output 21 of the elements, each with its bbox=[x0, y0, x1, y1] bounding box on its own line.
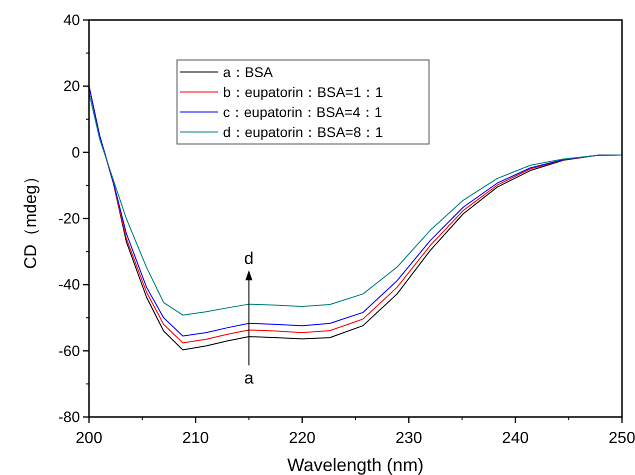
y-tick-label: 40 bbox=[63, 12, 80, 29]
x-tick-label: 220 bbox=[288, 430, 316, 447]
y-tick-label: -80 bbox=[58, 409, 80, 426]
x-tick-label: 240 bbox=[502, 430, 529, 447]
x-tick-label: 210 bbox=[182, 430, 210, 447]
legend-label: c：eupatorin：BSA=4：1 bbox=[223, 104, 382, 120]
y-tick-label: -60 bbox=[58, 342, 80, 360]
y-axis-title: CD（mdeg） bbox=[21, 168, 40, 270]
legend-label: b：eupatorin：BSA=1：1 bbox=[223, 84, 384, 100]
y-tick-label: -40 bbox=[58, 276, 80, 294]
x-tick-label: 200 bbox=[76, 430, 102, 447]
annotation: a bbox=[244, 368, 254, 388]
legend-label: d：eupatorin：BSA=8：1 bbox=[223, 124, 384, 140]
x-tick-label: 230 bbox=[395, 430, 422, 447]
annotation: d bbox=[244, 249, 254, 268]
legend-label: a：BSA bbox=[223, 64, 274, 80]
y-tick-label: 20 bbox=[63, 78, 80, 96]
x-tick-label: 250 bbox=[608, 430, 635, 447]
y-tick-label: 0 bbox=[72, 144, 80, 162]
y-tick-label: -20 bbox=[58, 210, 80, 228]
x-axis-title: Wavelength (nm) bbox=[287, 455, 424, 475]
